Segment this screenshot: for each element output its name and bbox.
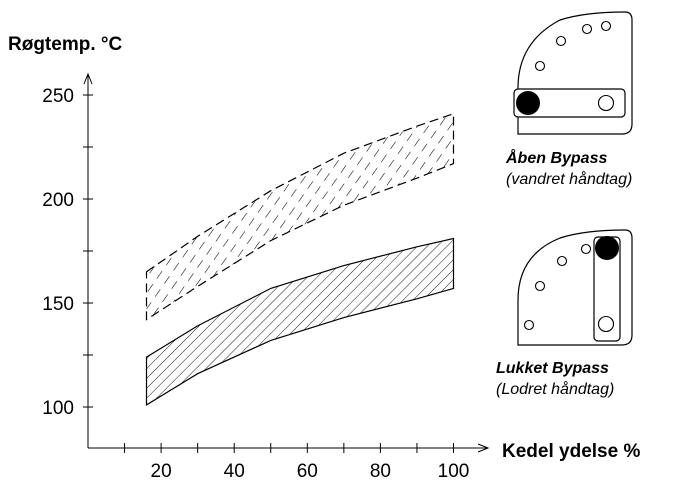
bands — [145, 112, 455, 406]
hole — [523, 319, 535, 331]
y-tick-label: 100 — [42, 398, 74, 419]
x-axis-arrow — [477, 443, 490, 453]
hole — [534, 60, 546, 72]
ticks: 100 150 200 250 20 40 60 80 100 — [42, 86, 469, 482]
open-bypass-icon — [513, 11, 633, 135]
x-axis-label: Kedel ydelse % — [502, 441, 641, 462]
y-tick-label: 250 — [42, 86, 74, 107]
hole — [580, 243, 592, 255]
open-bypass-title: Åben Bypass — [506, 150, 608, 167]
y-axis-label: Røgtemp. °C — [8, 34, 123, 55]
hole — [581, 23, 593, 35]
x-tick-label: 20 — [151, 461, 172, 482]
hole — [534, 280, 546, 292]
y-axis-arrow — [83, 72, 93, 85]
hole — [555, 35, 567, 47]
closed-bypass-subtitle: (Lodret håndtag) — [496, 381, 615, 398]
axes — [83, 72, 490, 453]
closed-bypass-title: Lukket Bypass — [496, 360, 609, 377]
x-tick-label: 40 — [224, 461, 245, 482]
x-tick-label: 60 — [297, 461, 318, 482]
handle-pivot — [597, 94, 615, 112]
handle-pivot — [597, 315, 615, 333]
hole — [556, 255, 568, 267]
band-closed-bypass — [145, 237, 455, 406]
handle-slot — [513, 88, 626, 118]
x-tick-label: 100 — [438, 461, 470, 482]
handle-knob — [595, 236, 619, 260]
y-tick-label: 200 — [42, 190, 74, 211]
band-open-bypass — [145, 112, 455, 321]
handle-knob — [516, 91, 540, 115]
closed-bypass-icon — [517, 229, 633, 346]
hole — [600, 20, 612, 32]
open-bypass-caption: Åben Bypass (vandret håndtag) — [506, 148, 632, 190]
y-tick-label: 150 — [42, 294, 74, 315]
open-bypass-subtitle: (vandret håndtag) — [506, 171, 633, 188]
x-tick-label: 80 — [370, 461, 391, 482]
closed-bypass-caption: Lukket Bypass (Lodret håndtag) — [496, 358, 614, 400]
